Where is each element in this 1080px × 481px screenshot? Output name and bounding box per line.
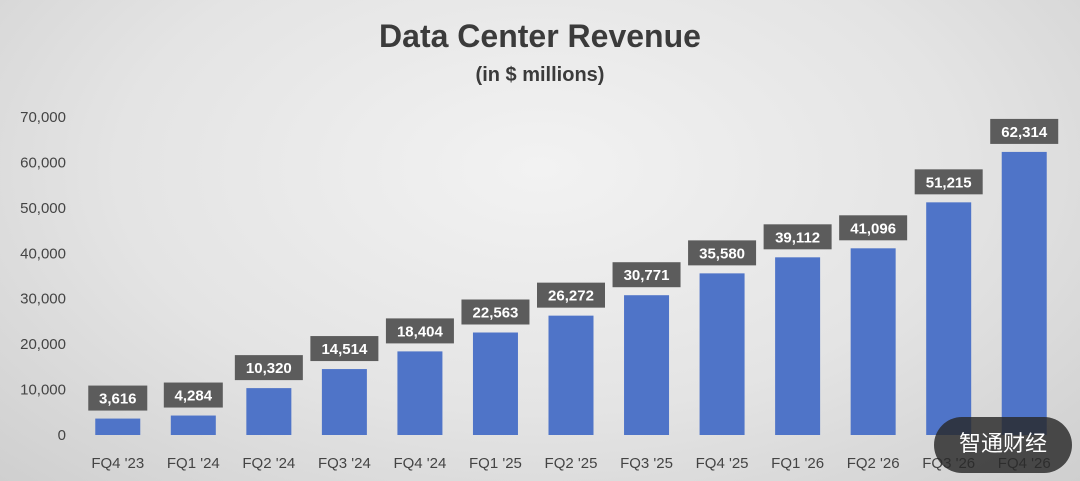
data-label-box <box>310 336 379 362</box>
chart-subtitle: (in $ millions) <box>475 64 605 86</box>
bar <box>699 273 745 435</box>
x-tick-label: FQ4 '24 <box>393 455 446 472</box>
x-tick-label: FQ1 '26 <box>771 455 824 472</box>
data-label: 51,215 <box>926 174 972 191</box>
watermark-badge: 智通财经 <box>934 417 1072 473</box>
bars <box>95 151 1047 436</box>
bar <box>321 369 367 435</box>
data-label-box <box>839 215 908 241</box>
bar <box>397 351 443 435</box>
x-axis: FQ4 '23 FQ1 '24 FQ2 '24 FQ3 '24 FQ4 '24 FQ1 '… <box>91 455 1050 472</box>
data-label: 4,284 <box>175 388 213 405</box>
y-axis: 0 10,000 20,000 30,000 40,000 50,000 60,000 70,… <box>20 109 66 444</box>
x-tick-label: FQ2 '26 <box>847 455 900 472</box>
data-label-box <box>461 299 530 325</box>
x-tick-label: FQ4 '23 <box>91 455 144 472</box>
data-label-box <box>688 240 757 266</box>
data-label: 41,096 <box>850 220 896 237</box>
x-tick-label: FQ3 '25 <box>620 455 673 472</box>
data-label: 18,404 <box>397 323 444 340</box>
data-label: 3,616 <box>99 391 137 408</box>
x-tick-label: FQ3 '24 <box>318 455 371 472</box>
y-tick-label: 50,000 <box>20 200 66 217</box>
data-label: 62,314 <box>1001 124 1048 141</box>
bar <box>246 388 292 435</box>
data-label: 35,580 <box>699 245 745 262</box>
bar <box>472 332 518 435</box>
data-label: 30,771 <box>624 267 670 284</box>
data-label-box <box>88 385 148 411</box>
data-label-box <box>990 118 1059 144</box>
x-tick-label: FQ2 '24 <box>242 455 295 472</box>
data-label-box <box>914 169 983 195</box>
y-tick-label: 60,000 <box>20 154 66 171</box>
chart-title: Data Center Revenue <box>379 18 701 54</box>
data-label-box <box>763 224 832 250</box>
y-tick-label: 40,000 <box>20 245 66 262</box>
bar <box>850 248 896 435</box>
y-tick-label: 70,000 <box>20 109 66 126</box>
x-tick-label: FQ1 '24 <box>167 455 220 472</box>
data-label-box <box>385 318 454 344</box>
data-label: 39,112 <box>775 229 820 246</box>
data-label-box <box>612 262 681 288</box>
bar <box>926 202 972 435</box>
data-label-box <box>234 355 303 381</box>
data-labels: 3,616 4,284 10,320 14,514 18,404 22,563 26,272… <box>88 118 1059 411</box>
y-tick-label: 10,000 <box>20 382 66 399</box>
x-tick-label: FQ2 '25 <box>545 455 598 472</box>
x-tick-label: FQ4 '25 <box>696 455 749 472</box>
data-label: 10,320 <box>246 360 292 377</box>
data-label-box <box>163 382 223 408</box>
x-tick-label: FQ1 '25 <box>469 455 522 472</box>
bar <box>1001 151 1047 436</box>
y-tick-label: 30,000 <box>20 291 66 308</box>
bar <box>624 295 670 435</box>
data-label: 26,272 <box>548 288 594 305</box>
data-label: 22,563 <box>473 304 519 321</box>
bar <box>95 418 141 435</box>
y-tick-label: 0 <box>58 427 66 444</box>
bar <box>170 415 216 435</box>
bar <box>775 257 821 435</box>
data-label: 14,514 <box>321 341 368 358</box>
y-tick-label: 20,000 <box>20 336 66 353</box>
data-label-box <box>537 282 605 308</box>
bar <box>548 315 594 435</box>
